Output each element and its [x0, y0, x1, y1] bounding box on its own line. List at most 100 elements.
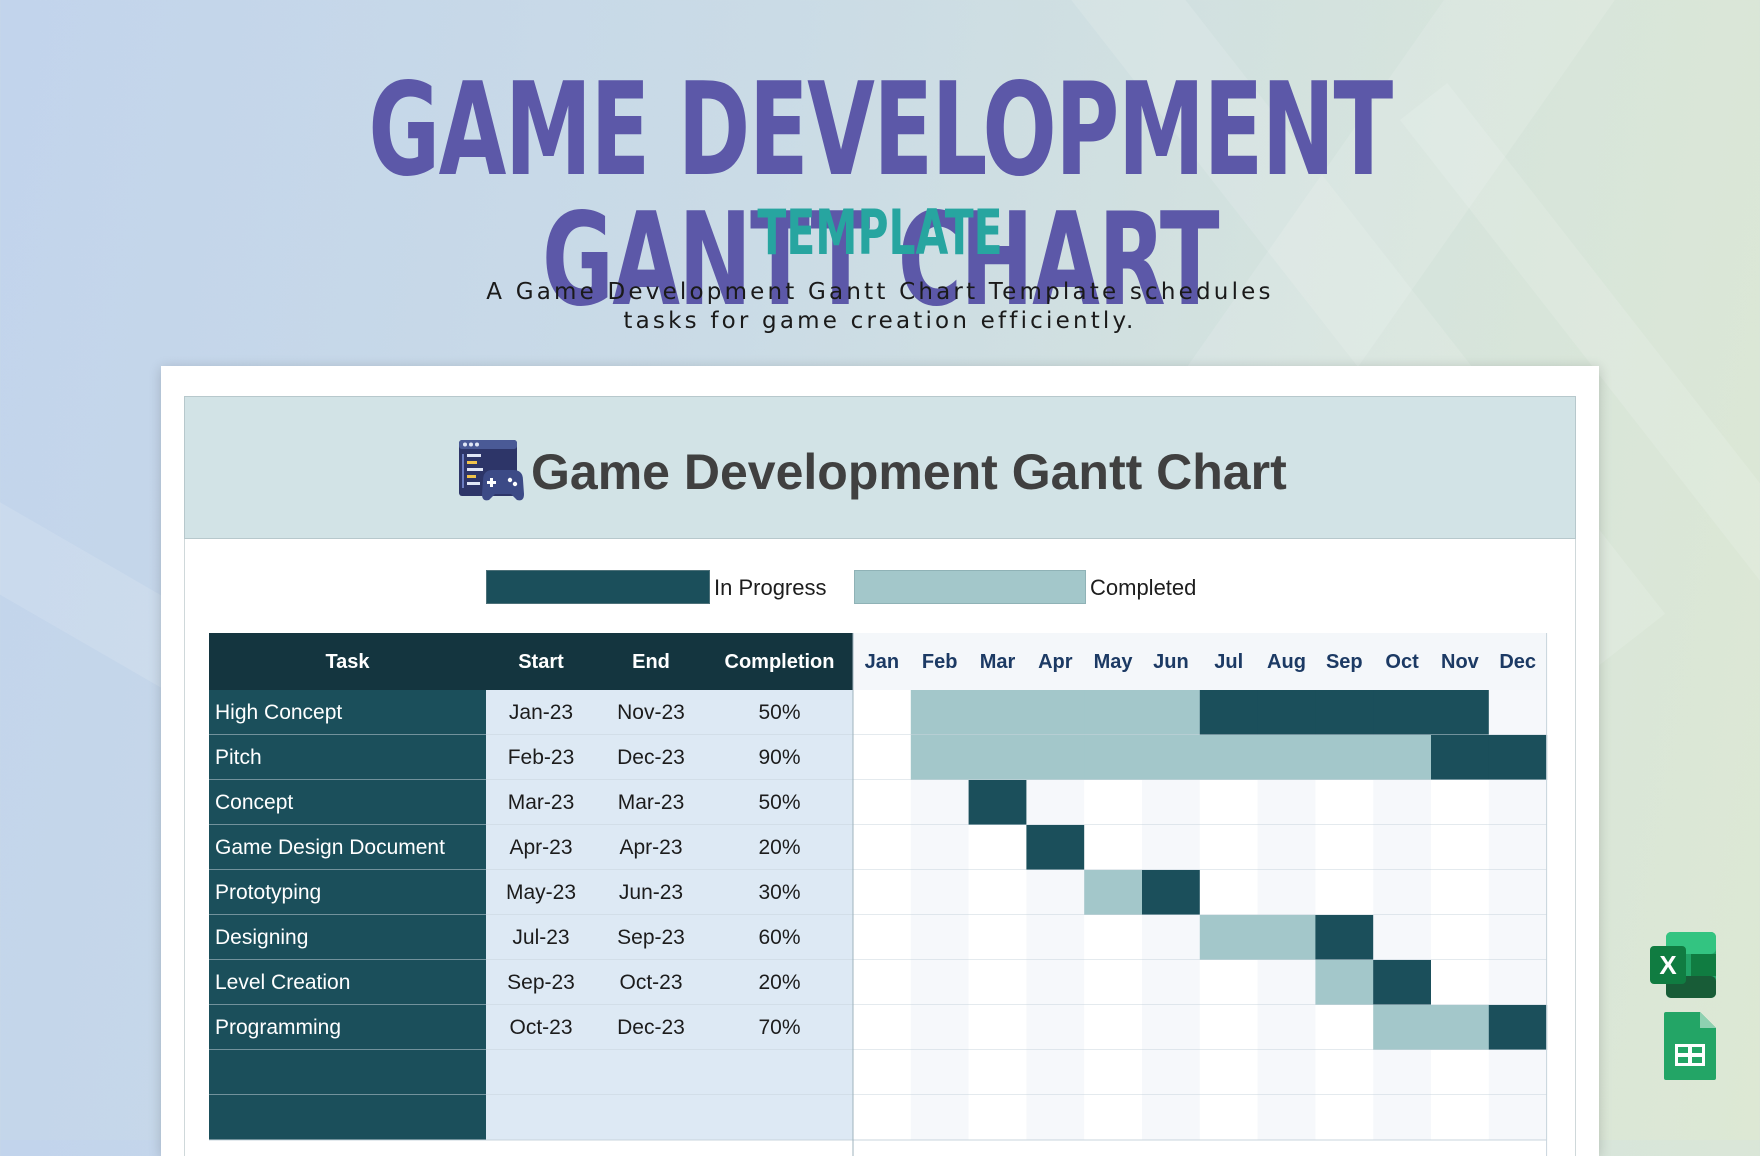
gantt-cell-empty [1084, 1050, 1143, 1095]
gantt-cell-empty [910, 1005, 970, 1050]
gantt-cell-empty [1257, 825, 1316, 870]
month-header-oct: Oct [1385, 651, 1419, 673]
task-start: Apr-23 [509, 836, 572, 859]
task-cell-bg [209, 825, 486, 870]
month-header-jun: Jun [1153, 651, 1189, 673]
task-name: Designing [215, 926, 308, 949]
gantt-cell-empty [1257, 960, 1316, 1005]
gantt-cell-empty [1488, 1095, 1548, 1140]
gantt-cell-empty [1199, 825, 1259, 870]
column-header-task: Task [325, 651, 370, 673]
svg-text:X: X [1659, 950, 1677, 980]
task-start: Mar-23 [508, 791, 575, 814]
sheet-header: Game Development Gantt Chart [184, 396, 1576, 539]
gantt-cell-empty [1488, 690, 1548, 735]
task-start: Jul-23 [512, 926, 569, 949]
gantt-bar-completed [1026, 690, 1085, 735]
gantt-cell-empty [1257, 870, 1316, 915]
gantt-bar-completed [1373, 735, 1432, 780]
gantt-cell-empty [1026, 960, 1085, 1005]
sheet-border-left [184, 539, 185, 1156]
gantt-cell-empty [1315, 1005, 1374, 1050]
month-header-feb: Feb [922, 651, 958, 673]
data-cell-bg [486, 780, 853, 825]
gantt-cell-empty [1488, 870, 1548, 915]
gantt-cell-empty [1199, 960, 1259, 1005]
task-name: Prototyping [215, 881, 321, 904]
gantt-cell-empty [1026, 915, 1085, 960]
gantt-bar-completed [910, 690, 970, 735]
gantt-cell-empty [1084, 825, 1143, 870]
gantt-cell-empty [1488, 780, 1548, 825]
gantt-bar-completed [1373, 1005, 1432, 1050]
legend-label-in-progress: In Progress [714, 575, 827, 600]
gantt-cell-empty [1431, 870, 1490, 915]
gantt-cell-empty [910, 1095, 970, 1140]
task-start: Oct-23 [509, 1016, 572, 1039]
task-cell-bg [209, 1050, 486, 1095]
gantt-cell-empty [968, 870, 1027, 915]
column-header-completion: Completion [725, 651, 835, 673]
gantt-bar-completed [1199, 915, 1259, 960]
gantt-cell-empty [1315, 825, 1374, 870]
gantt-cell-empty [968, 1095, 1027, 1140]
data-cell-bg [486, 690, 853, 735]
gantt-cell-empty [1084, 960, 1143, 1005]
gantt-cell-empty [1142, 1050, 1201, 1095]
data-cell-bg [486, 870, 853, 915]
gantt-cell-empty [1431, 915, 1490, 960]
task-name: Pitch [215, 746, 262, 769]
gantt-cell-empty [1488, 915, 1548, 960]
task-start: May-23 [506, 881, 576, 904]
legend: In Progress Completed [486, 570, 1206, 604]
gantt-bar-completed [1257, 915, 1316, 960]
legend-label-completed: Completed [1090, 575, 1197, 600]
gantt-cell-empty [1315, 1095, 1374, 1140]
task-completion: 20% [758, 971, 800, 994]
month-header-jul: Jul [1214, 651, 1243, 673]
gantt-bar-completed [1315, 735, 1374, 780]
gantt-cell-empty [1026, 1050, 1085, 1095]
gantt-cell-empty [1431, 960, 1490, 1005]
gantt-cell-empty [1084, 1095, 1143, 1140]
gantt-bar-completed [1257, 735, 1316, 780]
task-cell-bg [209, 870, 486, 915]
data-cell-bg [486, 1095, 853, 1140]
gantt-bar-completed [968, 735, 1027, 780]
gantt-cell-empty [1199, 780, 1259, 825]
hero-title: Game Development Gantt Chart [368, 56, 1393, 335]
gantt-cell-empty [853, 735, 912, 780]
task-completion: 70% [758, 1016, 800, 1039]
task-cell-bg [209, 960, 486, 1005]
gantt-cell-empty [910, 780, 970, 825]
task-end: Oct-23 [619, 971, 682, 994]
gantt-cell-empty [968, 915, 1027, 960]
task-completion: 90% [758, 746, 800, 769]
gantt-cell-empty [1257, 780, 1316, 825]
data-cell-bg [486, 825, 853, 870]
task-cell-bg [209, 690, 486, 735]
task-completion: 20% [758, 836, 800, 859]
gantt-cell-empty [1257, 1050, 1316, 1095]
task-completion: 30% [758, 881, 800, 904]
gantt-cell-empty [1431, 1050, 1490, 1095]
gantt-cell-empty [1373, 825, 1432, 870]
gantt-cell-empty [1431, 1095, 1490, 1140]
gantt-cell-empty [910, 825, 970, 870]
table-header-bg [209, 633, 853, 690]
task-end: Dec-23 [617, 746, 685, 769]
month-header-may: May [1094, 651, 1134, 673]
gantt-cell-empty [1315, 1050, 1374, 1095]
month-header-nov: Nov [1441, 651, 1480, 673]
month-header-bg [853, 633, 1547, 690]
gantt-cell-empty [853, 1050, 912, 1095]
task-completion: 50% [758, 791, 800, 814]
column-header-start: Start [518, 651, 564, 673]
task-name: High Concept [215, 701, 342, 724]
gantt-bar-completed [1431, 1005, 1490, 1050]
gantt-cell-empty [1315, 780, 1374, 825]
task-end: Apr-23 [619, 836, 682, 859]
task-cell-bg [209, 915, 486, 960]
spreadsheet-preview: Game Development Gantt Chart In Progress… [161, 366, 1599, 1156]
gantt-bar-completed [1142, 735, 1201, 780]
